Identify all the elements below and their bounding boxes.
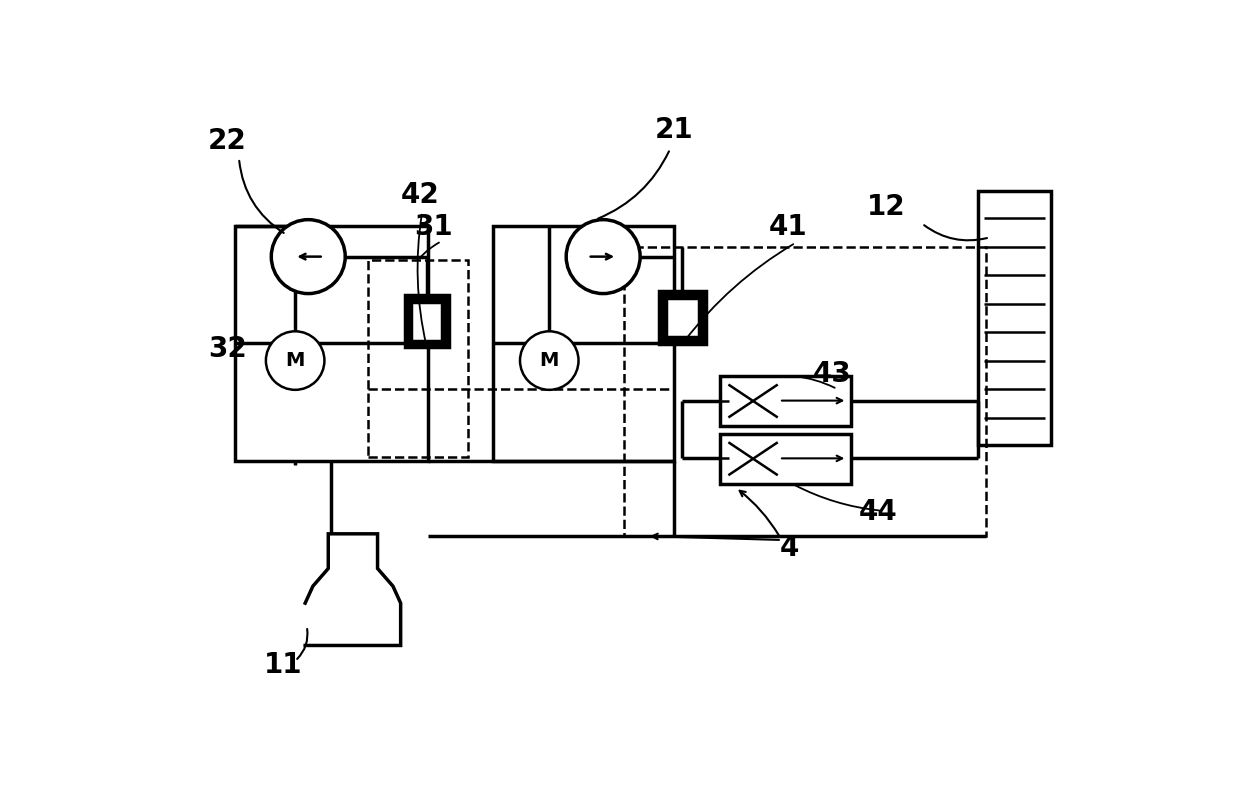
Circle shape — [265, 331, 325, 390]
Bar — [404, 295, 449, 347]
Text: M: M — [285, 351, 305, 370]
Bar — [236, 225, 428, 460]
Text: 42: 42 — [401, 181, 439, 209]
Bar — [367, 260, 467, 457]
Bar — [720, 376, 851, 426]
Text: 43: 43 — [812, 360, 851, 388]
Text: M: M — [539, 351, 559, 370]
Text: 41: 41 — [769, 214, 807, 241]
Bar — [666, 298, 699, 337]
Text: 12: 12 — [867, 192, 905, 221]
Bar — [978, 191, 1052, 445]
Text: 31: 31 — [414, 214, 453, 241]
Text: 21: 21 — [655, 115, 693, 144]
Circle shape — [272, 220, 345, 293]
Text: 44: 44 — [858, 498, 898, 526]
Text: 22: 22 — [208, 127, 247, 155]
Bar — [412, 302, 443, 341]
Circle shape — [567, 220, 640, 293]
Bar — [494, 225, 675, 460]
Bar — [720, 433, 851, 484]
Bar — [624, 248, 986, 536]
Text: 11: 11 — [264, 651, 303, 679]
Text: 32: 32 — [208, 335, 247, 363]
Circle shape — [520, 331, 579, 390]
Bar — [658, 291, 707, 343]
Text: 4: 4 — [780, 534, 800, 562]
